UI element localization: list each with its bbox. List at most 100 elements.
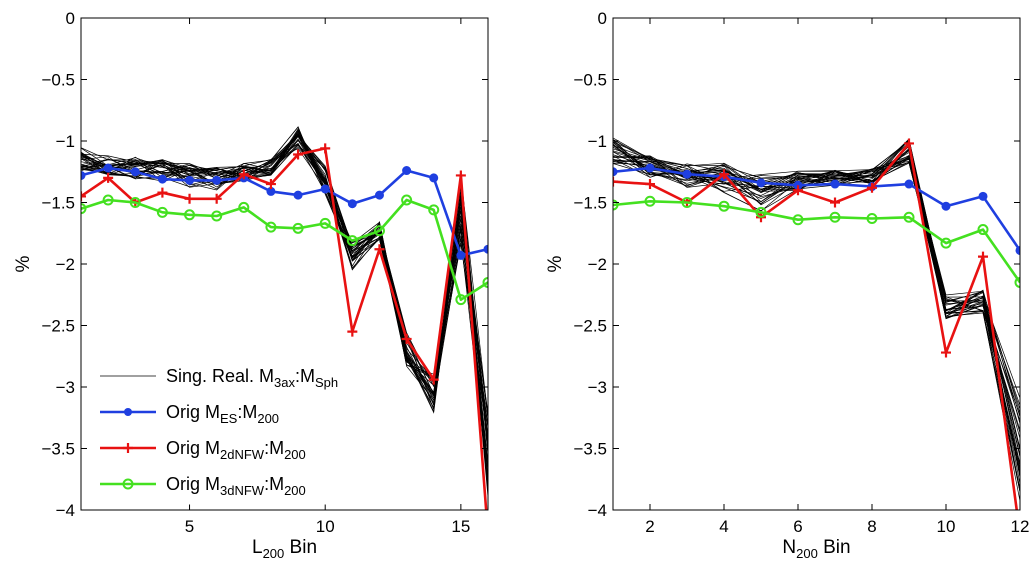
legend-label: Orig M3dNFW:M200 [166,474,306,498]
legend-label: Orig M2dNFW:M200 [166,438,306,462]
data-point [792,214,804,226]
data-point [645,163,655,173]
legend-text: Orig M [166,402,220,422]
x-tick-label: 10 [316,517,335,536]
data-point [292,222,304,234]
legend-box [89,357,359,505]
realization-line [613,158,1020,471]
data-point [940,237,952,249]
data-point [211,193,222,204]
series-line [81,198,488,302]
data-point [644,195,656,207]
legend-sub: 3dNFW [220,483,265,498]
realization-line [613,151,1020,449]
data-point [265,221,277,233]
y-tick-label: 0 [598,9,607,28]
data-point [320,184,330,194]
series-line [613,166,1020,252]
data-point [482,276,488,288]
y-tick-label: 0 [66,9,75,28]
x-label-sub: 200 [796,546,818,561]
data-point [156,206,168,218]
series-3 [81,194,488,306]
data-point [456,250,466,260]
legend-entry-3: Orig M2dNFW:M200 [100,438,306,462]
data-point [211,210,223,222]
data-point [613,199,619,211]
data-point [682,169,692,179]
data-point [613,176,618,187]
legend-text: :M [295,366,315,386]
data-point [103,172,114,183]
data-point [904,179,914,189]
plot-area [613,137,1020,510]
legend-text: Orig M [166,438,220,458]
data-point [613,167,618,177]
data-point [185,175,195,185]
y-axis-label: % [545,255,566,272]
legend-text: :M [237,402,257,422]
data-point [830,179,840,189]
data-point [455,294,467,306]
data-point [830,197,840,208]
data-point [977,224,989,236]
data-point [374,244,385,255]
series-1 [81,163,488,260]
realization-lines [81,126,488,498]
legend-marker [123,443,133,453]
data-point [374,190,384,200]
realization-line [613,138,1020,474]
realization-line [613,142,1020,410]
x-label-main: N [782,537,796,558]
y-tick-label: −3 [588,378,607,397]
x-tick-label: 2 [645,517,654,536]
realization-line [81,131,488,454]
data-point [483,244,488,254]
data-point [293,190,303,200]
data-point [238,201,250,213]
realization-line [613,139,1020,399]
legend-sub: 200 [257,411,279,426]
legend-text: Orig M [166,474,220,494]
realization-line [81,130,488,440]
data-point [941,347,951,358]
y-tick-label: −4 [56,501,75,520]
data-point [103,163,113,173]
data-point [401,194,413,206]
plot-area [81,126,488,510]
data-point [81,191,86,202]
data-point [867,182,877,193]
series-line [613,142,1019,510]
data-point [1015,245,1020,255]
data-point [129,197,141,208]
data-point [293,149,304,160]
x-tick-label: 8 [867,517,876,536]
data-point [428,374,439,385]
data-point [402,166,412,176]
data-point [866,212,878,224]
legend-label: Sing. Real. M3ax:MSph [166,366,338,390]
y-tick-label: −3.5 [573,440,607,459]
y-tick-label: −1.5 [573,194,607,213]
y-axis-label: % [13,255,34,272]
realization-line [613,155,1020,492]
y-tick-label: −3.5 [41,440,75,459]
data-point [681,197,693,208]
realization-line [613,140,1020,406]
x-tick-label: 6 [793,517,802,536]
x-label-rest: Bin [818,537,851,558]
data-point [455,170,466,181]
legend-sub: 200 [284,447,306,462]
y-tick-label: −2 [588,255,607,274]
x-tick-label: 10 [937,517,956,536]
x-label-rest: Bin [284,537,317,558]
data-point [373,225,385,237]
y-tick-label: −4 [588,501,607,520]
x-tick-label: 5 [185,517,194,536]
data-point [1014,276,1020,288]
y-tick-label: −2.5 [41,317,75,336]
data-point [157,187,168,198]
data-point [829,211,841,223]
